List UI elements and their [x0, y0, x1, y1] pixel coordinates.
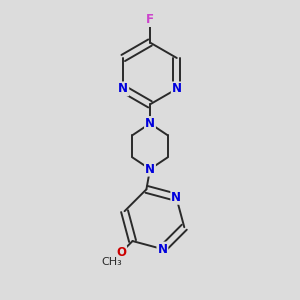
Text: N: N: [158, 243, 167, 256]
Text: N: N: [172, 82, 182, 95]
Text: N: N: [145, 117, 155, 130]
Text: F: F: [146, 13, 154, 26]
Text: N: N: [171, 191, 181, 204]
Text: N: N: [118, 82, 128, 95]
Text: N: N: [145, 163, 155, 176]
Text: CH₃: CH₃: [101, 257, 122, 267]
Text: O: O: [116, 246, 126, 259]
